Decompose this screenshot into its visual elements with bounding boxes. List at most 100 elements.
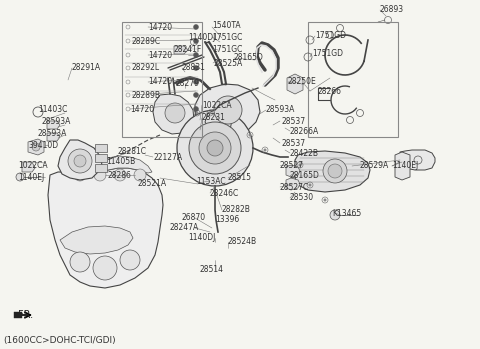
Text: 28537: 28537 [282, 117, 306, 126]
Text: 28537: 28537 [282, 139, 306, 148]
Text: 1751GD: 1751GD [315, 31, 346, 40]
Text: 1540TA: 1540TA [212, 21, 240, 30]
Polygon shape [47, 121, 60, 129]
Polygon shape [286, 178, 300, 190]
Text: 1022CA: 1022CA [18, 161, 48, 170]
Circle shape [193, 38, 199, 44]
Text: 14720: 14720 [148, 22, 172, 31]
Polygon shape [174, 46, 188, 54]
Circle shape [264, 149, 266, 151]
Circle shape [134, 169, 146, 181]
Polygon shape [287, 74, 303, 94]
Circle shape [209, 112, 211, 114]
Circle shape [114, 169, 126, 181]
Text: 28831: 28831 [182, 64, 206, 73]
Text: 28291A: 28291A [72, 64, 101, 73]
Circle shape [193, 24, 199, 30]
Circle shape [323, 159, 347, 183]
Text: 28593A: 28593A [38, 128, 67, 138]
Text: 28527C: 28527C [280, 183, 309, 192]
Text: 1140EJ: 1140EJ [18, 172, 44, 181]
Text: 14720: 14720 [148, 77, 172, 87]
Circle shape [120, 250, 140, 270]
Text: 28247A: 28247A [170, 223, 199, 232]
Polygon shape [60, 226, 133, 254]
Text: 28292L: 28292L [132, 64, 160, 73]
Text: 1751GC: 1751GC [212, 32, 242, 42]
Polygon shape [22, 162, 35, 172]
Text: 28246C: 28246C [210, 188, 239, 198]
Circle shape [207, 140, 223, 156]
Circle shape [70, 252, 90, 272]
Circle shape [165, 103, 185, 123]
Text: 28279: 28279 [175, 79, 199, 88]
Circle shape [330, 210, 340, 220]
Circle shape [32, 143, 40, 151]
Text: 28282B: 28282B [222, 206, 251, 215]
Polygon shape [28, 139, 44, 155]
Text: FR.: FR. [18, 310, 33, 320]
Text: (1600CC>DOHC-TCI/GDI): (1600CC>DOHC-TCI/GDI) [3, 335, 116, 344]
Text: 11405B: 11405B [106, 157, 135, 166]
Circle shape [16, 173, 24, 181]
Text: 1140DJ: 1140DJ [188, 233, 216, 243]
Text: 1751GD: 1751GD [312, 49, 343, 58]
Circle shape [193, 92, 199, 97]
Text: 28286: 28286 [108, 171, 132, 179]
Text: 22127A: 22127A [153, 153, 182, 162]
Text: 28524B: 28524B [228, 238, 257, 246]
Circle shape [94, 169, 106, 181]
Circle shape [196, 112, 198, 114]
Polygon shape [47, 133, 60, 141]
Text: 26870: 26870 [182, 214, 206, 223]
Polygon shape [205, 110, 232, 132]
Polygon shape [153, 94, 194, 134]
Polygon shape [400, 150, 435, 170]
Text: 28231: 28231 [202, 113, 226, 122]
Circle shape [68, 149, 92, 173]
Text: 28515: 28515 [228, 173, 252, 183]
Text: K13465: K13465 [332, 208, 361, 217]
Circle shape [74, 155, 86, 167]
Polygon shape [48, 168, 163, 288]
Polygon shape [195, 84, 260, 137]
Text: 28529A: 28529A [360, 162, 389, 171]
Text: 1153AC: 1153AC [196, 177, 226, 186]
Polygon shape [286, 165, 300, 177]
Circle shape [193, 80, 199, 84]
Polygon shape [58, 140, 102, 180]
Text: 28514: 28514 [200, 266, 224, 275]
Text: 28593A: 28593A [266, 105, 295, 114]
Circle shape [299, 164, 301, 166]
Text: 28266A: 28266A [290, 126, 319, 135]
Circle shape [324, 199, 326, 201]
Circle shape [214, 96, 242, 124]
Polygon shape [294, 151, 370, 192]
Circle shape [193, 106, 199, 111]
Text: 28530: 28530 [290, 193, 314, 202]
Text: 28165D: 28165D [234, 53, 264, 62]
Text: 28281C: 28281C [117, 148, 146, 156]
Text: 28525A: 28525A [213, 59, 242, 67]
Circle shape [193, 52, 199, 58]
Text: 28521A: 28521A [138, 179, 167, 188]
Circle shape [249, 134, 251, 136]
Bar [95, 154, 107, 162]
Circle shape [189, 122, 241, 174]
Text: 13396: 13396 [215, 215, 239, 224]
Circle shape [328, 164, 342, 178]
Polygon shape [14, 312, 22, 318]
Text: 11403C: 11403C [38, 104, 67, 113]
Text: 39410D: 39410D [28, 141, 58, 149]
Text: 28165D: 28165D [290, 171, 320, 180]
Polygon shape [98, 156, 152, 173]
Text: 28241F: 28241F [174, 45, 202, 53]
Text: 1140DJ: 1140DJ [188, 34, 216, 43]
Text: 28422B: 28422B [290, 149, 319, 157]
Bar [308, 22, 398, 137]
Circle shape [177, 110, 253, 186]
Circle shape [309, 184, 311, 186]
Text: 26893: 26893 [380, 6, 404, 15]
Polygon shape [395, 152, 410, 180]
Bar [122, 22, 202, 137]
